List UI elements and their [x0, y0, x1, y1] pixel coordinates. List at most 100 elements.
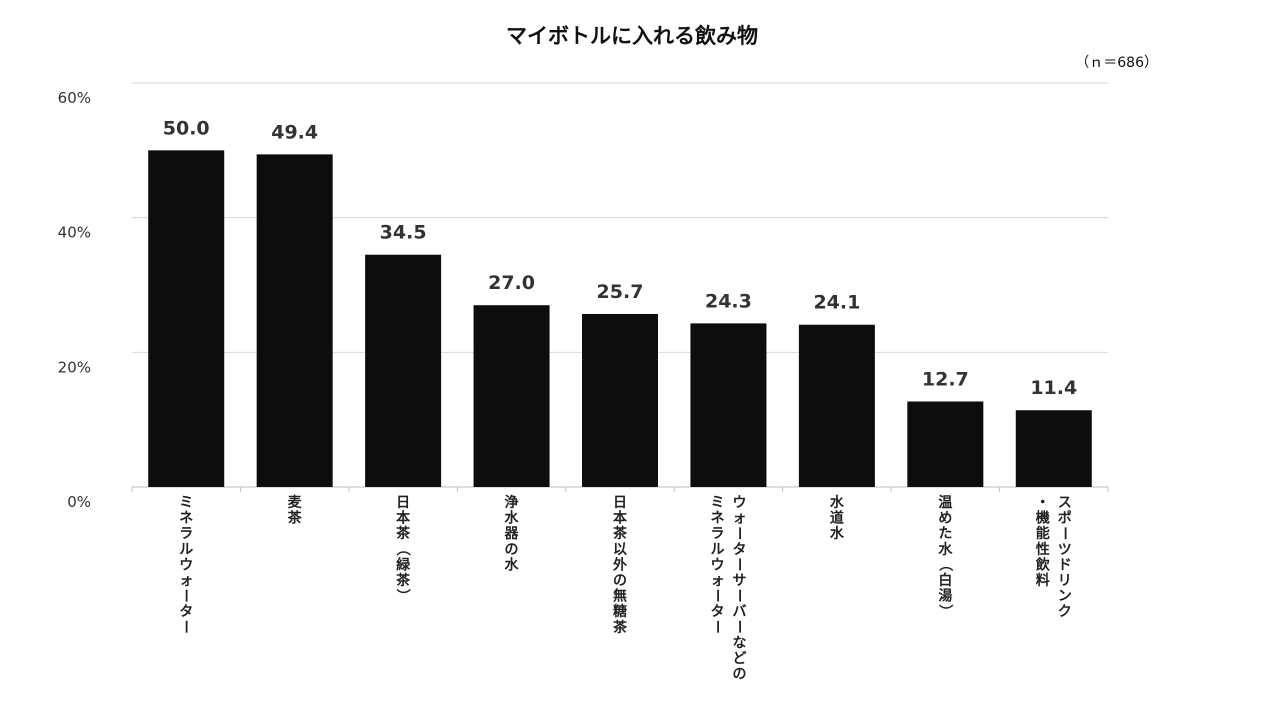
x-label-glyph: 水: [505, 556, 520, 573]
x-label-glyph: 浄: [505, 494, 519, 511]
bar: [1015, 410, 1092, 487]
x-label-glyph: 茶: [395, 525, 411, 542]
x-label-glyph: 水: [830, 525, 845, 542]
x-label-glyph: ー: [177, 589, 193, 603]
x-label-glyph: ネ: [710, 511, 724, 527]
x-label-glyph: ー: [730, 589, 746, 603]
bar: [690, 323, 767, 487]
x-label-glyph: ）: [394, 589, 410, 603]
y-tick-label: 60%: [58, 89, 91, 107]
x-label-glyph: ネ: [179, 511, 193, 527]
x-label-glyph: 白: [938, 572, 952, 589]
bar: [256, 154, 333, 487]
x-label-glyph: ー: [1056, 526, 1072, 540]
x-label-glyph: ラ: [710, 526, 724, 542]
x-label-glyph: ）: [936, 604, 952, 618]
x-label-glyph: ー: [730, 557, 746, 571]
x-label-glyph: 日: [396, 495, 410, 511]
x-label-glyph: ウ: [732, 495, 746, 511]
data-label: 25.7: [597, 281, 644, 303]
x-label-glyph: 飲: [1035, 556, 1051, 573]
x-label-glyph: 外: [613, 556, 627, 573]
x-label-glyph: 機: [1036, 510, 1050, 527]
bar: [148, 150, 225, 488]
x-label-glyph: ー: [708, 620, 724, 634]
x-label-glyph: 茶: [395, 572, 411, 589]
x-label-glyph: の: [613, 573, 627, 589]
x-label-glyph: タ: [732, 542, 746, 558]
data-label: 27.0: [488, 272, 535, 294]
x-label-glyph: 茶: [612, 619, 628, 636]
x-label-glyph: ー: [177, 620, 193, 634]
bar: [907, 401, 984, 487]
x-label-glyph: た: [938, 526, 952, 542]
x-label-glyph: リ: [1058, 573, 1072, 589]
x-axis-labels: ミネラルウォーター麦茶日本茶（緑茶）浄水器の水日本茶以外の無糖茶ウォーターサーバ…: [177, 494, 1072, 683]
x-label-glyph: 性: [1036, 541, 1050, 558]
x-label-glyph: 能: [1036, 525, 1050, 542]
x-label-glyph: ル: [710, 542, 724, 558]
y-tick-label: 40%: [58, 224, 91, 242]
x-label-glyph: ォ: [732, 511, 746, 527]
x-label-glyph: ー: [708, 589, 724, 603]
x-label-glyph: ス: [1058, 495, 1072, 511]
x-label-glyph: ツ: [1058, 542, 1072, 558]
x-label-glyph: 糖: [613, 603, 627, 620]
data-label: 50.0: [163, 117, 210, 139]
x-label-glyph: ン: [1058, 589, 1072, 605]
x-label-glyph: 水: [938, 541, 953, 558]
bar: [798, 324, 875, 487]
x-label-glyph: ミ: [710, 495, 724, 511]
x-category-label: 水道水: [830, 494, 845, 542]
x-label-glyph: 料: [1036, 572, 1050, 589]
x-label-glyph: 本: [613, 510, 628, 527]
x-label-glyph: 麦: [288, 494, 303, 511]
x-label-glyph: の: [505, 542, 519, 558]
x-label-glyph: の: [732, 667, 746, 683]
x-label-glyph: ポ: [1058, 510, 1072, 527]
x-category-label: 麦茶: [287, 494, 303, 527]
data-label: 12.7: [922, 368, 969, 390]
data-label: 49.4: [271, 121, 318, 143]
x-label-glyph: ォ: [179, 573, 193, 589]
x-label-glyph: 以: [613, 542, 627, 558]
chart-title: マイボトルに入れる飲み物: [506, 24, 758, 48]
x-category-label: 日本茶（緑茶）: [394, 495, 411, 603]
y-axis-ticks: 0% 20% 40% 60%: [58, 89, 91, 511]
x-label-glyph: 道: [830, 510, 844, 527]
x-label-glyph: ・: [1036, 495, 1050, 511]
x-label-glyph: な: [732, 635, 746, 651]
bar: [365, 254, 442, 487]
x-label-glyph: ル: [179, 542, 193, 558]
x-label-glyph: （: [394, 542, 410, 556]
x-label-glyph: 器: [504, 526, 520, 542]
x-label-glyph: 水: [505, 510, 520, 527]
y-tick-label: 0%: [67, 493, 91, 511]
x-label-glyph: ク: [1058, 604, 1072, 620]
x-label-glyph: ド: [1058, 557, 1072, 573]
x-label-glyph: 水: [830, 494, 845, 511]
x-label-glyph: ー: [730, 526, 746, 540]
x-label-glyph: 茶: [612, 525, 628, 542]
x-label-glyph: タ: [179, 604, 193, 620]
sample-size-note: （ｎ＝686）: [1075, 55, 1158, 71]
x-label-glyph: ォ: [710, 573, 724, 589]
bar: [582, 313, 658, 487]
x-label-glyph: 本: [396, 510, 411, 527]
data-label: 34.5: [380, 222, 427, 244]
x-label-glyph: バ: [732, 604, 746, 620]
bars: [148, 150, 1092, 488]
y-tick-label: 20%: [58, 358, 91, 376]
x-label-glyph: ー: [730, 620, 746, 634]
x-label-glyph: 無: [613, 588, 627, 605]
data-label: 11.4: [1030, 377, 1077, 399]
x-label-glyph: ラ: [179, 526, 193, 542]
x-label-glyph: （: [936, 557, 952, 571]
x-label-glyph: 湯: [938, 588, 952, 605]
